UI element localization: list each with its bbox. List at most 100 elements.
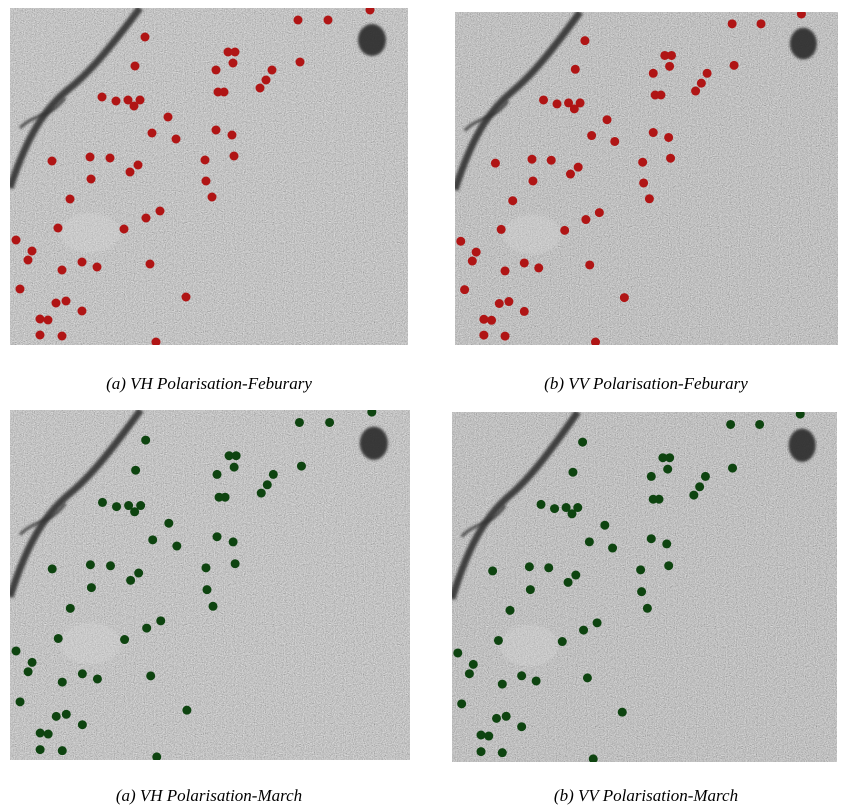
sample-point xyxy=(566,170,575,179)
sample-point xyxy=(172,542,181,551)
sample-point xyxy=(134,161,143,170)
sample-point xyxy=(141,33,150,42)
sample-point xyxy=(28,247,37,256)
sample-point xyxy=(534,263,543,272)
sample-point xyxy=(141,436,150,445)
sample-point xyxy=(164,519,173,528)
sample-point xyxy=(58,746,67,755)
speckle xyxy=(10,8,408,345)
sample-point xyxy=(487,316,496,325)
page: (a) VH Polarisation-Feburary (b) VV Pola… xyxy=(0,0,841,807)
sample-point xyxy=(484,732,493,741)
sample-point xyxy=(120,635,129,644)
sample-point xyxy=(664,133,673,142)
sample-point xyxy=(87,583,96,592)
sample-point xyxy=(213,532,222,541)
sample-point xyxy=(526,585,535,594)
sample-point xyxy=(453,648,462,657)
sample-point xyxy=(131,62,140,71)
sample-point xyxy=(571,65,580,74)
sample-point xyxy=(28,658,37,667)
sample-point xyxy=(536,500,545,509)
sample-point xyxy=(148,535,157,544)
sample-point xyxy=(585,260,594,269)
sample-point xyxy=(643,604,652,613)
sample-point xyxy=(726,420,735,429)
sample-point xyxy=(568,468,577,477)
sample-point xyxy=(164,113,173,122)
sample-point xyxy=(269,470,278,479)
sample-point xyxy=(501,266,510,275)
sample-point xyxy=(142,624,151,633)
sample-point xyxy=(182,293,191,302)
sample-point xyxy=(131,466,140,475)
image-content xyxy=(452,410,837,764)
sample-point xyxy=(256,84,265,93)
sample-point xyxy=(201,156,210,165)
sample-point xyxy=(667,51,676,60)
sample-point xyxy=(98,93,107,102)
sample-point xyxy=(497,225,506,234)
sample-point xyxy=(469,660,478,669)
sample-point xyxy=(567,509,576,518)
sample-point xyxy=(502,712,511,721)
sample-point xyxy=(656,91,665,100)
sample-point xyxy=(560,226,569,235)
sample-point xyxy=(595,208,604,217)
sample-point xyxy=(54,224,63,233)
sample-point xyxy=(44,730,53,739)
sample-point xyxy=(517,671,526,680)
sample-point xyxy=(36,331,45,340)
lake xyxy=(360,427,388,460)
sample-point xyxy=(691,87,700,96)
sample-point xyxy=(148,129,157,138)
sample-point xyxy=(797,9,806,18)
sample-point xyxy=(649,128,658,137)
sample-point xyxy=(796,410,805,419)
sample-point xyxy=(232,451,241,460)
sample-point xyxy=(24,256,33,265)
sample-point xyxy=(494,636,503,645)
sample-point xyxy=(78,669,87,678)
sample-point xyxy=(587,131,596,140)
sample-point xyxy=(296,58,305,67)
sample-point xyxy=(229,59,238,68)
sample-point xyxy=(591,338,600,347)
sample-point xyxy=(62,710,71,719)
speckle xyxy=(452,412,837,762)
sample-point xyxy=(589,754,598,763)
sample-point xyxy=(324,16,333,25)
sample-point xyxy=(460,285,469,294)
sar-image xyxy=(10,408,410,762)
sample-point xyxy=(517,722,526,731)
sample-point xyxy=(695,482,704,491)
sample-point xyxy=(257,489,266,498)
sar-image xyxy=(10,6,408,347)
lake xyxy=(789,429,816,462)
sample-point xyxy=(209,602,218,611)
sample-point xyxy=(701,472,710,481)
sample-point xyxy=(201,563,210,572)
sample-point xyxy=(130,102,139,111)
sample-point xyxy=(93,674,102,683)
sample-point xyxy=(44,316,53,325)
sample-point xyxy=(506,606,515,615)
sample-point xyxy=(501,332,510,341)
sample-point xyxy=(297,462,306,471)
sample-point xyxy=(730,61,739,70)
sample-point xyxy=(550,504,559,513)
sample-point xyxy=(579,626,588,635)
sample-point xyxy=(366,6,375,15)
sample-point xyxy=(54,634,63,643)
sample-point xyxy=(220,88,229,97)
sample-point xyxy=(156,207,165,216)
sample-point xyxy=(213,470,222,479)
sample-point xyxy=(58,678,67,687)
sample-point xyxy=(134,569,143,578)
sample-point xyxy=(231,559,240,568)
caption: (b) VV Polarisation-Feburary xyxy=(544,374,748,393)
sample-point xyxy=(208,193,217,202)
sample-point xyxy=(468,257,477,266)
sample-point xyxy=(665,62,674,71)
sample-point xyxy=(12,236,21,245)
